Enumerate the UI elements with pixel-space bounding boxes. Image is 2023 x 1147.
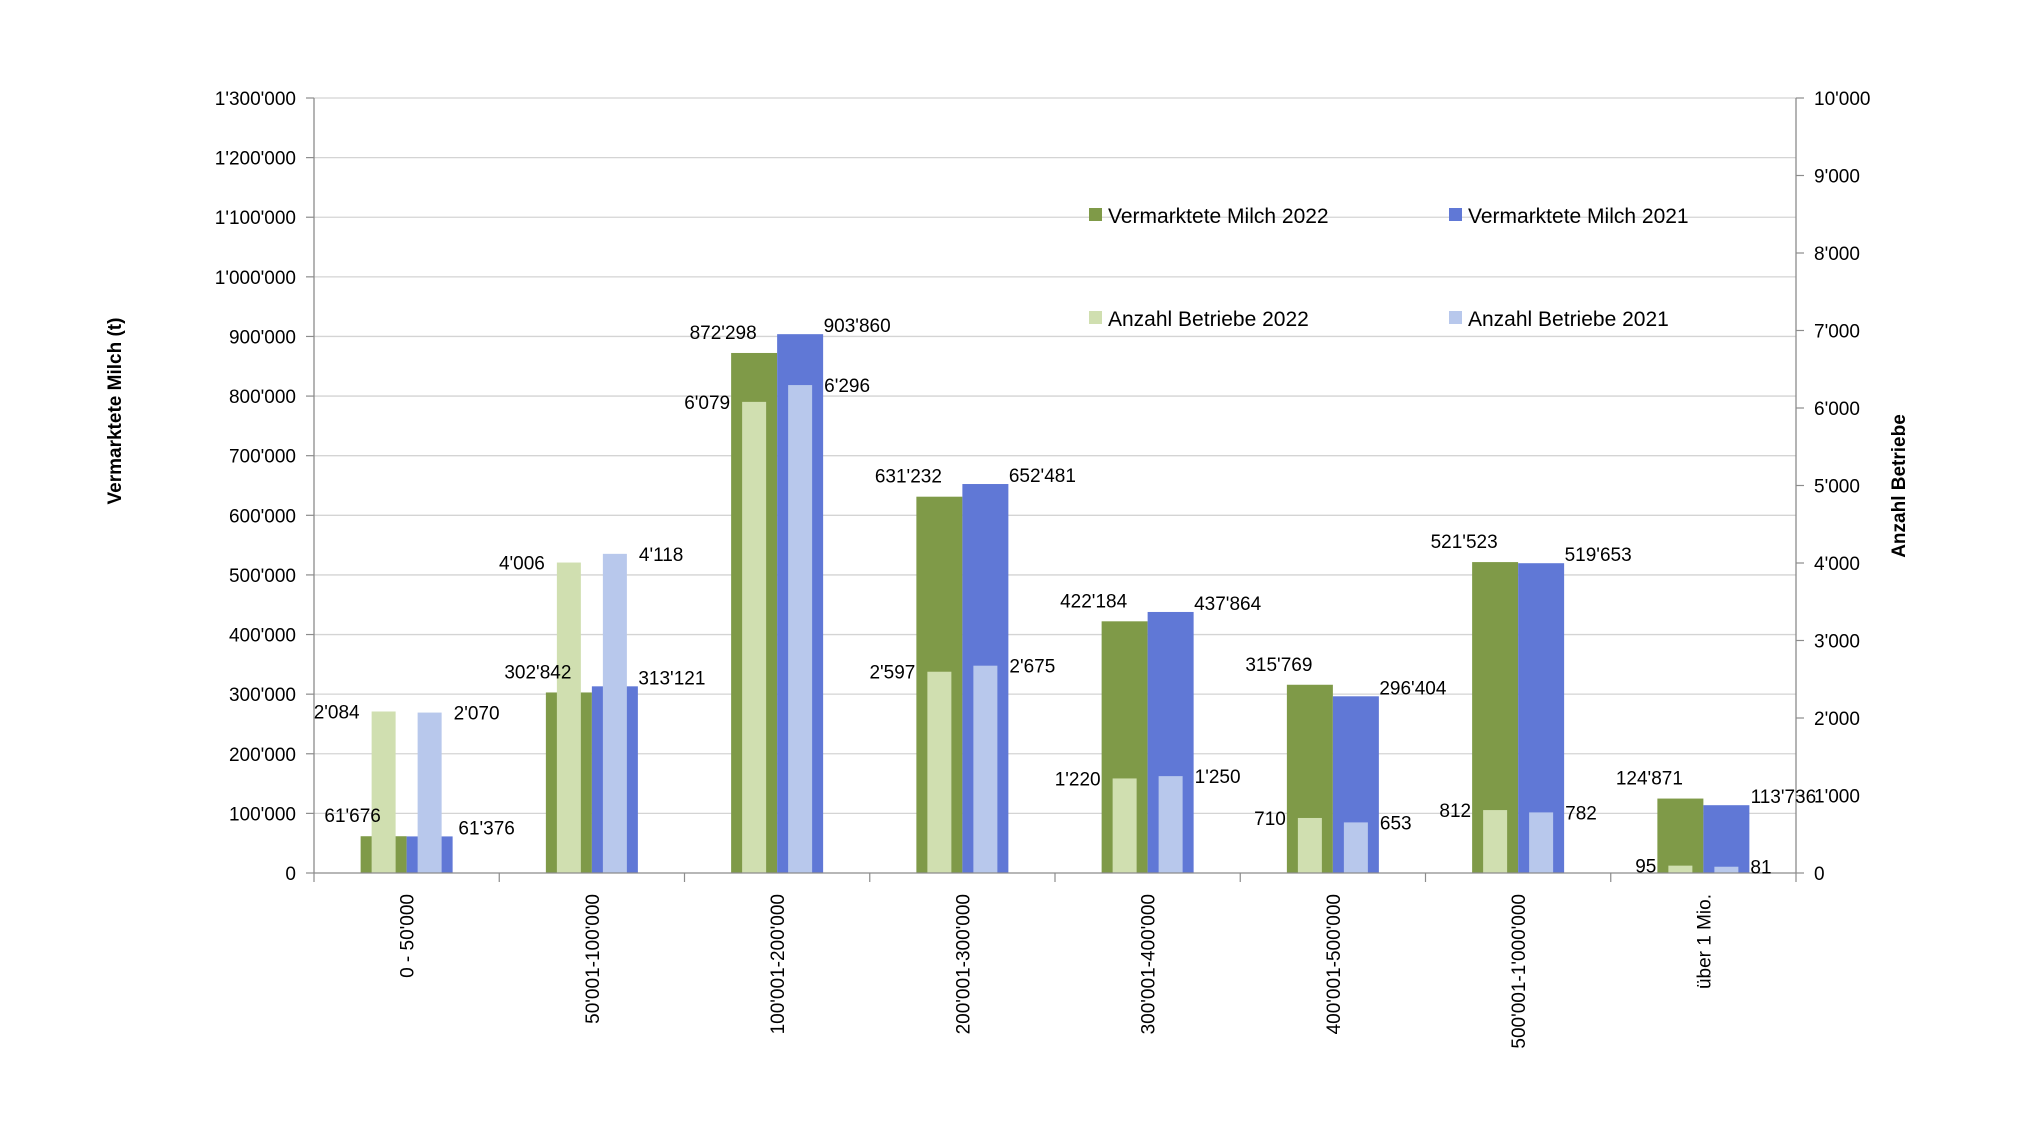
data-label-milk-2022: 315'769 (1245, 655, 1312, 676)
data-label-betriebe-2022: 710 (1254, 809, 1286, 830)
left-tick-label: 1'200'000 (215, 149, 296, 170)
right-tick-label: 8'000 (1814, 244, 1860, 265)
legend-swatch (1089, 208, 1102, 221)
left-tick-label: 1'300'000 (215, 89, 296, 110)
data-label-betriebe-2022: 812 (1439, 801, 1471, 822)
bar-betriebe-2021 (417, 712, 442, 873)
right-tick-label: 6'000 (1814, 399, 1860, 420)
right-tick-label: 5'000 (1814, 477, 1860, 498)
data-label-betriebe-2022: 2'597 (869, 663, 915, 684)
legend: Vermarktete Milch 2022 Vermarktete Milch … (1089, 205, 1689, 331)
left-tick-label: 700'000 (229, 447, 296, 468)
data-label-milk-2022: 61'676 (324, 806, 380, 827)
left-axis-title: Vermarktete Milch (t) (105, 318, 126, 505)
data-label-milk-2021: 61'376 (458, 818, 514, 839)
bar-betriebe-2022 (1112, 778, 1137, 873)
left-tick-label: 900'000 (229, 327, 296, 348)
right-tick-label: 7'000 (1814, 322, 1860, 343)
data-label-milk-2021: 903'860 (824, 316, 891, 337)
left-tick-label: 100'000 (229, 804, 296, 825)
bar-betriebe-2021 (1714, 866, 1739, 873)
category-label: 100'001-200'000 (768, 894, 789, 1034)
data-label-betriebe-2021: 6'296 (824, 376, 870, 397)
bar-betriebe-2021 (602, 553, 627, 873)
legend-swatch (1449, 208, 1462, 221)
category-label: über 1 Mio. (1694, 894, 1715, 989)
right-tick-label: 9'000 (1814, 167, 1860, 188)
data-label-milk-2021: 437'864 (1194, 594, 1261, 615)
data-label-milk-2021: 113'736 (1751, 787, 1817, 808)
data-label-betriebe-2022: 6'079 (684, 393, 730, 414)
legend-entry: Vermarktete Milch 2022 (1108, 205, 1329, 228)
right-tick-label: 10'000 (1814, 89, 1870, 110)
left-tick-label: 800'000 (229, 387, 296, 408)
axes: 0 100'000 200'000 300'000 400'000 500'000 600'… (215, 89, 1871, 1049)
data-label-betriebe-2021: 2'675 (1009, 657, 1055, 678)
left-tick-label: 300'000 (229, 685, 296, 706)
data-label-betriebe-2021: 1'250 (1195, 767, 1241, 788)
legend-swatch (1089, 311, 1102, 324)
data-label-betriebe-2021: 2'070 (454, 704, 500, 725)
bar-betriebe-2021 (1529, 812, 1554, 873)
data-label-milk-2021: 296'404 (1379, 678, 1446, 699)
category-label: 400'001-500'000 (1324, 894, 1345, 1034)
data-label-betriebe-2022: 1'220 (1055, 769, 1101, 790)
right-tick-label: 2'000 (1814, 709, 1860, 730)
category-label: 300'001-400'000 (1139, 894, 1160, 1034)
bar-betriebe-2022 (927, 671, 952, 873)
category-label: 50'001-100'000 (583, 894, 604, 1024)
data-label-betriebe-2021: 4'118 (639, 545, 684, 566)
bar-betriebe-2022 (556, 562, 581, 873)
right-tick-label: 0 (1814, 864, 1825, 885)
left-tick-label: 200'000 (229, 745, 296, 766)
bar-betriebe-2021 (1343, 822, 1368, 873)
category-label: 0 - 50'000 (398, 894, 419, 978)
data-label-betriebe-2022: 2'084 (314, 702, 360, 723)
bar-betriebe-2022 (1668, 865, 1693, 873)
data-label-betriebe-2022: 4'006 (499, 554, 545, 575)
data-label-milk-2022: 631'232 (875, 467, 942, 488)
bar-betriebe-2022 (742, 401, 767, 873)
bar-betriebe-2021 (973, 665, 998, 873)
left-tick-label: 400'000 (229, 626, 296, 647)
category-label: 200'001-300'000 (953, 894, 974, 1034)
legend-entry: Anzahl Betriebe 2021 (1468, 308, 1669, 331)
data-label-betriebe-2021: 653 (1380, 813, 1412, 834)
right-axis-title: Anzahl Betriebe (1889, 414, 1910, 558)
bar-betriebe-2022 (1483, 810, 1508, 873)
bar-milk-2022 (1657, 798, 1704, 873)
data-label-milk-2022: 422'184 (1060, 591, 1127, 612)
data-label-betriebe-2022: 95 (1635, 857, 1656, 878)
legend-entry: Vermarktete Milch 2021 (1468, 205, 1689, 228)
bar-betriebe-2022 (1297, 817, 1322, 873)
data-label-milk-2021: 652'481 (1009, 466, 1076, 487)
right-tick-label: 3'000 (1814, 632, 1860, 653)
data-label-milk-2022: 872'298 (690, 323, 757, 344)
left-tick-label: 500'000 (229, 566, 296, 587)
data-label-milk-2021: 519'653 (1565, 545, 1632, 566)
right-tick-label: 4'000 (1814, 554, 1860, 575)
right-tick-label: 1'000 (1814, 787, 1860, 808)
data-label-milk-2022: 302'842 (504, 662, 571, 683)
legend-swatch (1449, 311, 1462, 324)
data-label-milk-2022: 124'871 (1616, 769, 1683, 790)
data-label-milk-2022: 521'523 (1431, 532, 1498, 553)
data-label-betriebe-2021: 782 (1565, 803, 1597, 824)
data-label-betriebe-2021: 81 (1750, 858, 1771, 879)
left-tick-label: 1'000'000 (215, 268, 296, 289)
bar-betriebe-2021 (1158, 776, 1183, 873)
left-tick-label: 1'100'000 (215, 208, 296, 229)
legend-entry: Anzahl Betriebe 2022 (1108, 308, 1309, 331)
bars (360, 334, 1750, 873)
bar-milk-2021 (1703, 805, 1750, 873)
bar-betriebe-2022 (371, 711, 396, 873)
left-tick-label: 0 (285, 864, 296, 885)
bar-betriebe-2021 (788, 385, 813, 873)
category-label: 500'001-1'000'000 (1509, 894, 1530, 1049)
left-tick-label: 600'000 (229, 506, 296, 527)
data-label-milk-2021: 313'121 (638, 668, 705, 689)
